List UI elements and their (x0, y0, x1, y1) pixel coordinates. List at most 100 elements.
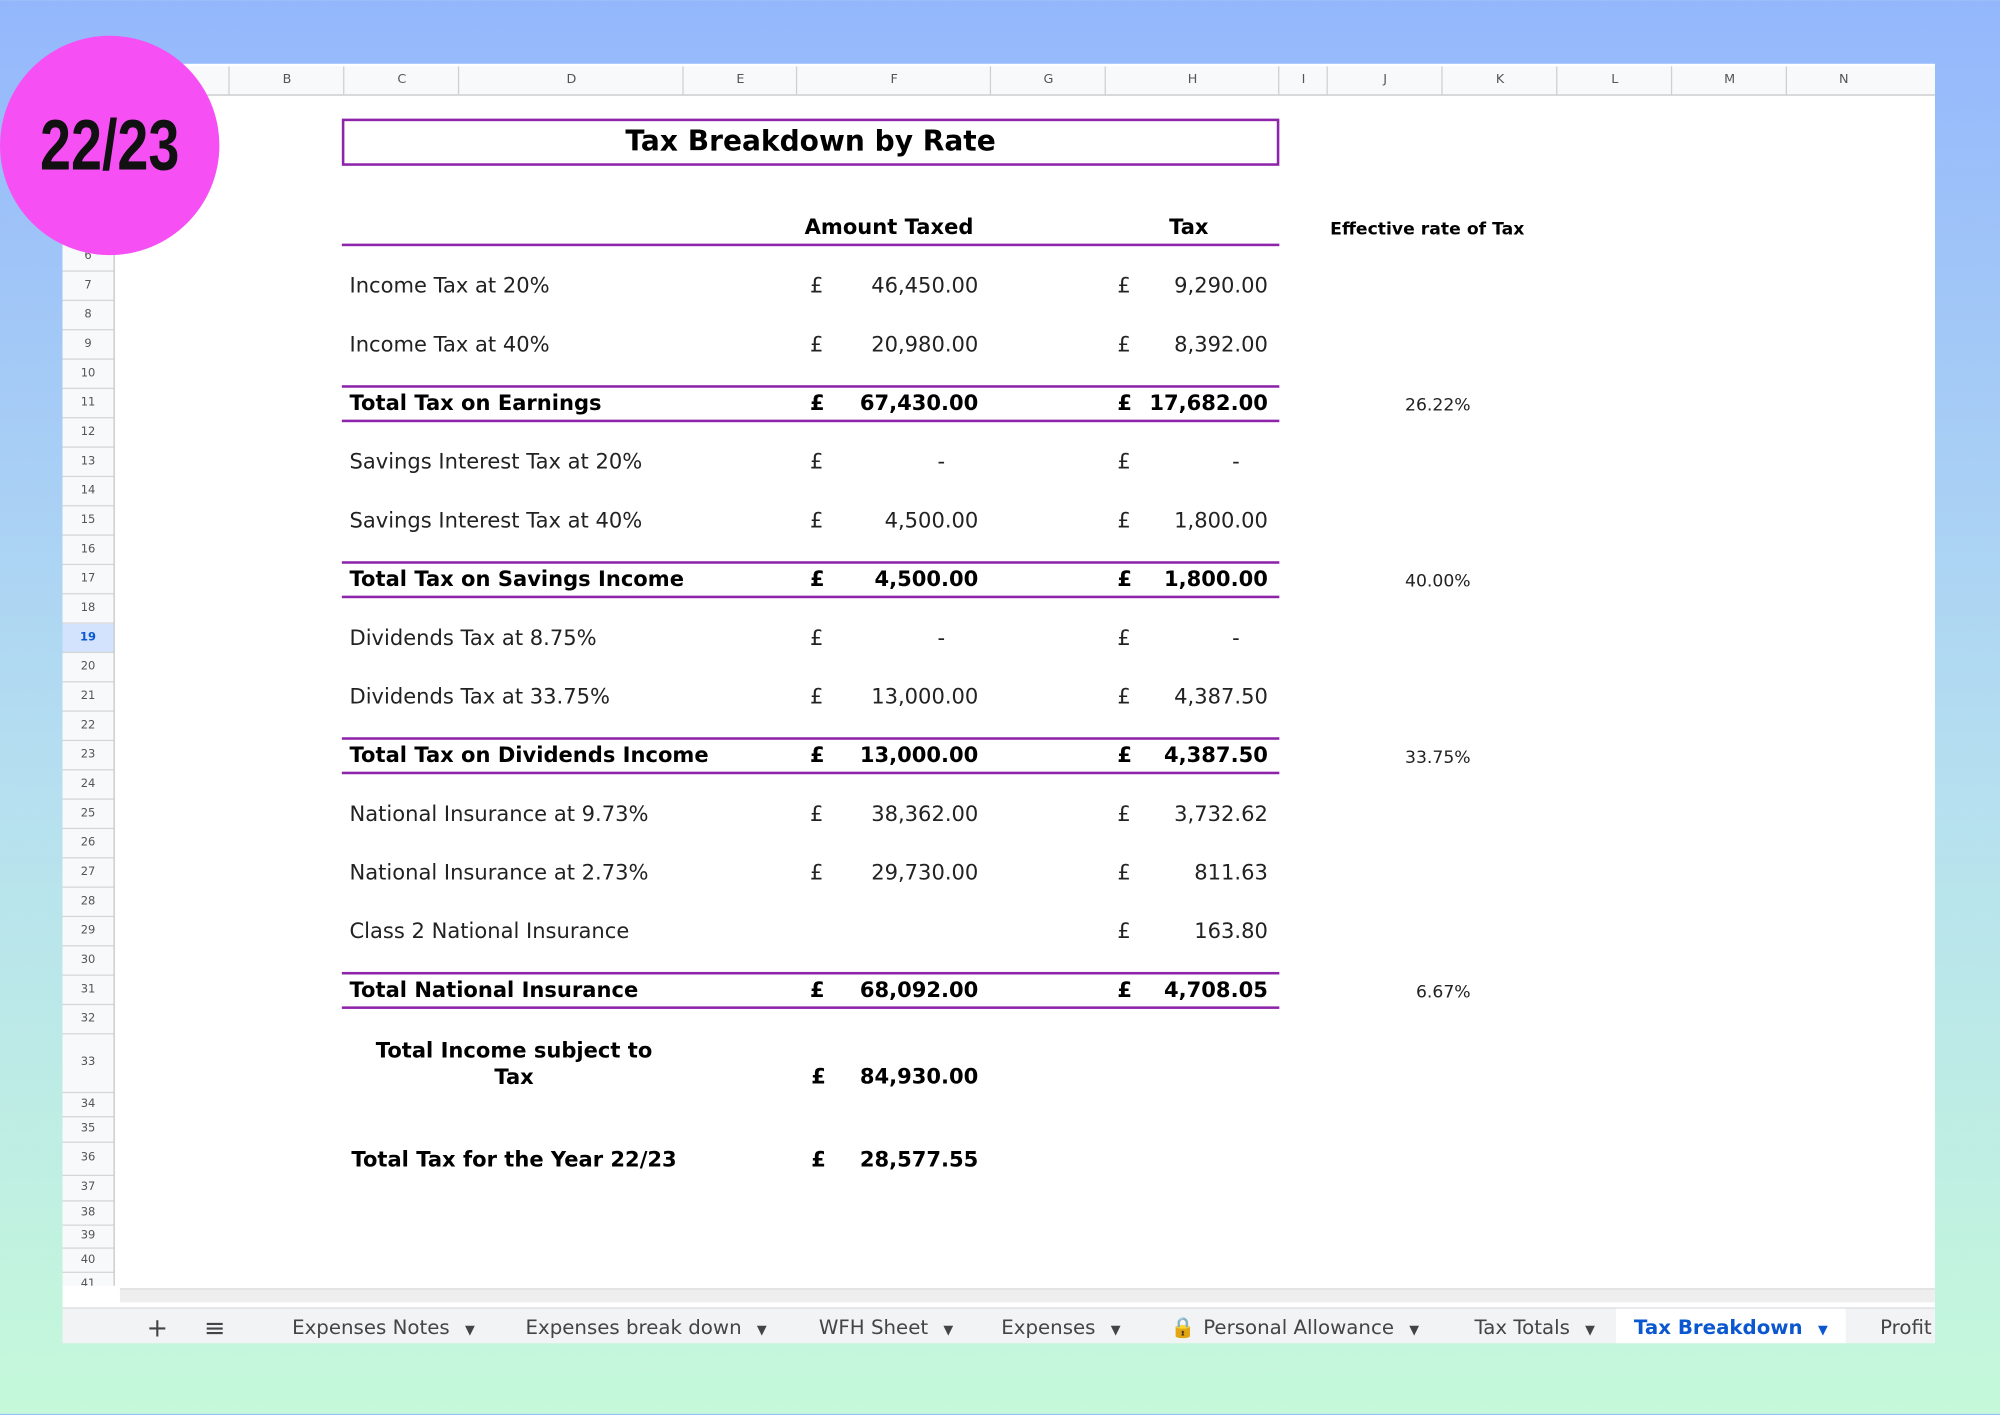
tab-menu-arrow[interactable]: ▼ (464, 1323, 475, 1339)
add-sheet[interactable]: + (146, 1312, 169, 1344)
row-label: Dividends Tax at 8.75% (349, 625, 597, 650)
tax: 4,387.50 (1174, 684, 1268, 709)
currency: £ (1117, 449, 1131, 474)
row-number: 32 (62, 1005, 114, 1035)
currency: £ (809, 449, 824, 474)
sheet-tab[interactable]: Expenses ▼ (1001, 1309, 1120, 1343)
tax: - (1232, 625, 1240, 650)
currency: £ (1117, 390, 1132, 416)
currency: £ (1117, 684, 1131, 709)
total-border (341, 419, 1280, 423)
currency: £ (809, 508, 824, 533)
row-number: 14 (62, 477, 114, 507)
lock-icon: 🔒 (1170, 1316, 1196, 1340)
row-number: 19 (62, 623, 114, 654)
row-number: 40 (62, 1248, 114, 1273)
currency: £ (1117, 332, 1131, 357)
currency: £ (811, 1147, 826, 1172)
amount: 46,450.00 (871, 273, 979, 298)
total-border (341, 595, 1280, 599)
tax: 3,732.62 (1174, 801, 1268, 826)
summary-label: Total Income subject to Tax (375, 1038, 653, 1090)
effective-rate: 6.67% (1415, 982, 1471, 1003)
amount: - (937, 625, 946, 650)
amount: 4,500.00 (884, 508, 979, 533)
amount: 29,730.00 (871, 860, 979, 885)
currency: £ (809, 390, 825, 416)
sheet-tab[interactable]: 🔒 Personal Allowance ▼ (1171, 1309, 1419, 1343)
currency: £ (809, 625, 824, 650)
tab-menu-arrow[interactable]: ▼ (943, 1323, 954, 1339)
tab-label: Personal Allowance (1203, 1316, 1394, 1340)
tax: 17,682.00 (1149, 390, 1268, 416)
effective-rate: 26.22% (1404, 395, 1471, 416)
sheet-tabs: + ≡ Expenses Notes ▼ Expenses break down ▼ W… (62, 1307, 1935, 1344)
row-label: Savings Interest Tax at 20% (349, 449, 643, 474)
row-label: Income Tax at 20% (349, 273, 550, 298)
tab-menu-arrow[interactable]: ▼ (1409, 1323, 1420, 1339)
sheet-title: Tax Breakdown by Rate (341, 118, 1280, 166)
column-letter: C (343, 66, 459, 95)
all-sheets[interactable]: ≡ (204, 1312, 226, 1344)
currency: £ (809, 273, 824, 298)
row-number: 37 (62, 1175, 114, 1201)
currency: £ (809, 977, 825, 1002)
column-letter: D (457, 66, 684, 95)
currency: £ (1117, 566, 1132, 592)
row-label: Total National Insurance (349, 977, 639, 1002)
total-border (341, 737, 1280, 740)
row-label: National Insurance at 2.73% (349, 860, 649, 885)
column-letter: E (682, 66, 797, 95)
currency: £ (809, 860, 824, 885)
currency: £ (1117, 919, 1131, 944)
tab-menu-arrow[interactable]: ▼ (1110, 1323, 1121, 1339)
tax: 1,800.00 (1174, 508, 1268, 533)
row-number: 31 (62, 976, 114, 1006)
sheet-tab[interactable]: WFH Sheet ▼ (819, 1309, 953, 1343)
row-label: Total Tax on Earnings (349, 390, 602, 416)
currency: £ (809, 566, 825, 592)
total-border (341, 771, 1280, 775)
tab-menu-arrow[interactable]: ▼ (756, 1323, 767, 1339)
sheet-tab[interactable]: Profit (1880, 1309, 1932, 1343)
tax: 4,708.05 (1164, 977, 1268, 1002)
row-number: 29 (62, 917, 114, 947)
row-label: Dividends Tax at 33.75% (349, 684, 611, 709)
badge: 22/23 (0, 35, 220, 256)
row-number: 24 (62, 770, 114, 800)
sheet-tab[interactable]: Expenses break down ▼ (526, 1309, 767, 1343)
tax: 811.63 (1194, 860, 1268, 885)
tab-menu-arrow[interactable]: ▼ (1585, 1323, 1596, 1339)
tax: 9,290.00 (1174, 273, 1268, 298)
row-label: Income Tax at 40% (349, 332, 550, 357)
currency: £ (1117, 860, 1131, 885)
row-number: 13 (62, 448, 114, 478)
row-header: 6 7 8 9 10 11 12 13 14 15 16 17 18 19 20 21 22 23 24 25 26 27… (62, 242, 115, 1286)
row-number: 17 (62, 565, 114, 595)
currency: £ (809, 332, 824, 357)
row-number: 27 (62, 858, 114, 888)
column-letter: H (1104, 66, 1280, 95)
row-number: 7 (62, 272, 114, 302)
sheet-tab[interactable]: Tax Breakdown ▼ (1616, 1308, 1846, 1344)
summary-label: Total Tax for the Year 22/23 (351, 1147, 677, 1172)
total-border (341, 971, 1280, 975)
tab-menu-arrow[interactable]: ▼ (1817, 1323, 1828, 1339)
sheet-tab[interactable]: Expenses Notes ▼ (292, 1309, 475, 1343)
currency: £ (1117, 801, 1131, 826)
currency: £ (809, 742, 825, 768)
column-letter: G (989, 66, 1106, 95)
row-label: Total Tax on Dividends Income (349, 742, 709, 768)
sheet-tab[interactable]: Tax Totals ▼ (1474, 1309, 1595, 1343)
row-number: 25 (62, 800, 114, 830)
row-number: 26 (62, 829, 114, 859)
tax: 163.80 (1194, 919, 1268, 944)
scrollbar (119, 1288, 1935, 1303)
currency: £ (1117, 508, 1131, 533)
column-letter: N (1785, 66, 1901, 95)
tax: 4,387.50 (1164, 742, 1268, 768)
currency: £ (1117, 625, 1131, 650)
